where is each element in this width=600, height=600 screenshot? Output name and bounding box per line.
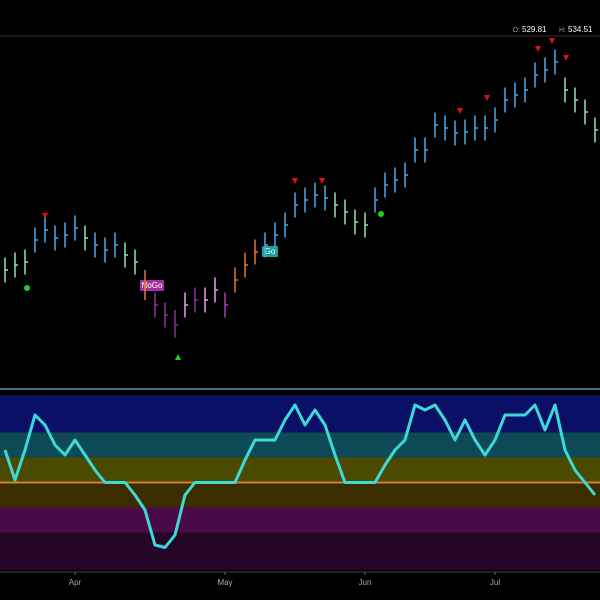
up-triangle xyxy=(175,354,181,360)
signal-dot xyxy=(378,211,384,217)
x-tick-label: Apr xyxy=(69,578,82,587)
down-triangle xyxy=(535,46,541,52)
annotation-box xyxy=(140,280,164,291)
quote-label: O: xyxy=(513,27,520,34)
quote-value: 529.81 xyxy=(522,25,547,34)
x-tick-label: May xyxy=(217,578,232,587)
signal-dot xyxy=(24,285,30,291)
band xyxy=(0,532,600,570)
down-triangle xyxy=(549,38,555,44)
quote-value: 534.51 xyxy=(568,25,593,34)
band xyxy=(0,482,600,508)
quote-label: H: xyxy=(559,27,566,34)
band xyxy=(0,432,600,458)
signal-markers xyxy=(42,38,569,219)
down-triangle xyxy=(42,213,48,219)
annotation-box xyxy=(262,246,278,257)
band xyxy=(0,507,600,533)
annotation: Go xyxy=(265,247,276,256)
down-triangle xyxy=(457,108,463,114)
down-triangle xyxy=(484,95,490,101)
down-triangle xyxy=(563,55,569,61)
down-triangle xyxy=(292,178,298,184)
x-tick-label: Jul xyxy=(490,578,500,587)
down-triangle xyxy=(319,178,325,184)
oscillator-line xyxy=(3,403,597,549)
x-tick-label: Jun xyxy=(359,578,372,587)
annotation: NoGo xyxy=(142,281,163,290)
